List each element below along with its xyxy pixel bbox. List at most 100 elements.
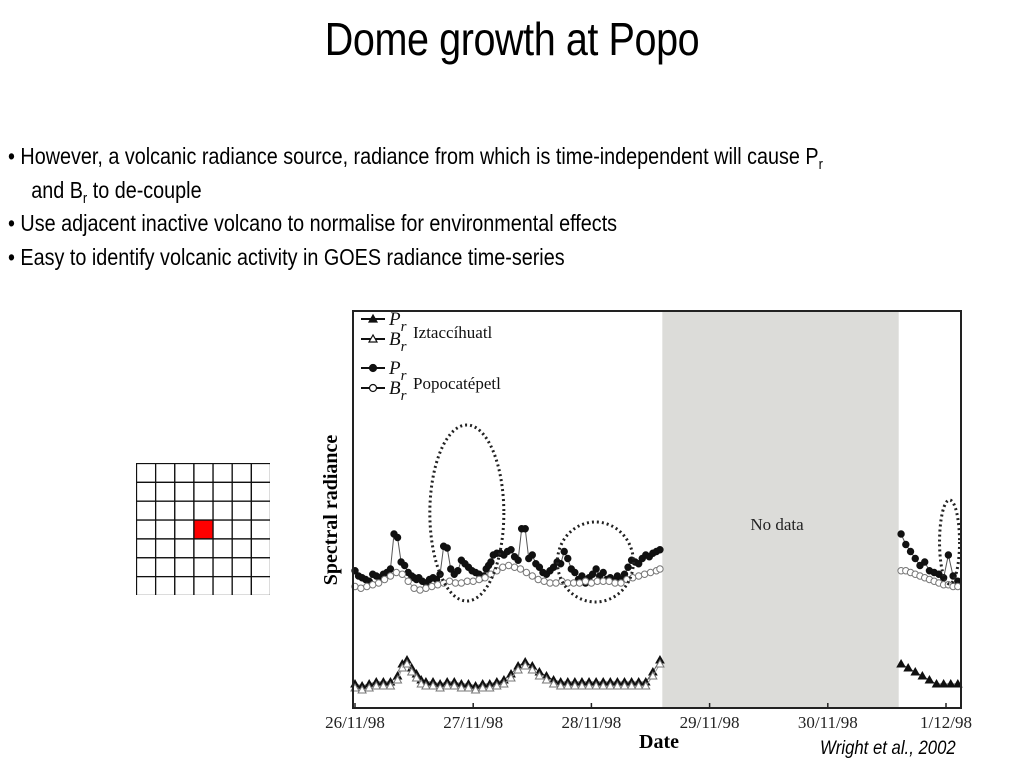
data-point <box>456 682 467 692</box>
no-data-region <box>662 312 899 707</box>
data-point <box>469 577 477 585</box>
data-point <box>540 577 548 585</box>
data-point <box>410 584 418 592</box>
data-point <box>442 680 453 690</box>
data-point <box>617 579 625 587</box>
data-point <box>605 680 616 690</box>
data-point <box>380 575 389 584</box>
data-point <box>506 672 516 682</box>
bullet-text: to de-couple <box>87 176 202 203</box>
data-point <box>624 563 632 571</box>
bullet-list: • However, a volcanic radiance source, r… <box>8 140 877 274</box>
series-iztacc-huatl-after-gap <box>896 658 963 688</box>
legend-group-name: Iztaccíhuatl <box>413 323 493 342</box>
data-point <box>443 544 451 552</box>
data-point <box>477 682 488 692</box>
data-point <box>357 684 367 694</box>
data-point <box>906 547 915 556</box>
data-point <box>910 666 921 676</box>
data-point <box>434 581 442 589</box>
data-point <box>374 579 383 587</box>
data-point <box>507 546 515 554</box>
data-point <box>535 563 544 571</box>
data-point <box>411 672 422 682</box>
data-point <box>549 563 558 571</box>
legend-subscript: r <box>401 368 407 384</box>
data-point <box>416 586 424 594</box>
data-point <box>404 577 412 585</box>
data-point <box>952 678 963 688</box>
data-point <box>587 579 596 587</box>
data-point <box>924 674 935 684</box>
data-point <box>648 670 658 680</box>
data-point <box>599 568 607 577</box>
dotted-ellipse-annotation <box>938 498 962 586</box>
data-point <box>534 575 542 584</box>
data-point <box>449 680 460 690</box>
x-tick-label: 26/11/98 <box>325 713 385 732</box>
data-point <box>392 568 401 577</box>
legend-group-name: Popocatépetl <box>413 374 501 393</box>
legend-subscript: r <box>401 319 407 335</box>
data-point <box>521 525 529 533</box>
bullet-item-1: • However, a volcanic radiance source, r… <box>8 140 877 174</box>
data-point <box>541 674 552 684</box>
data-point <box>896 658 906 668</box>
data-point <box>577 680 587 690</box>
series-iztacc-huatl-br <box>350 658 665 694</box>
series-popocat-petl-br <box>351 561 664 594</box>
data-point <box>393 533 402 542</box>
data-point <box>640 680 651 690</box>
bullet-text: However, a volcanic radiance source, rad… <box>20 143 819 169</box>
data-point <box>897 530 905 538</box>
x-tick-label: 30/11/98 <box>798 713 858 732</box>
bullet-text: and B <box>31 176 83 203</box>
data-point <box>371 680 382 690</box>
data-point <box>569 680 580 690</box>
data-point <box>612 680 623 690</box>
data-point <box>504 561 513 570</box>
data-point <box>633 680 644 690</box>
data-point <box>400 561 409 570</box>
data-point <box>555 680 566 690</box>
data-point <box>655 658 665 668</box>
data-point <box>522 568 531 577</box>
y-axis-label: Spectral radiance <box>320 435 342 586</box>
data-point <box>605 577 613 585</box>
data-point <box>416 678 427 688</box>
data-point <box>945 678 956 688</box>
data-point <box>560 547 568 556</box>
x-tick-label: 28/11/98 <box>561 713 621 732</box>
data-point <box>575 579 584 587</box>
data-point <box>931 678 942 688</box>
no-data-label: No data <box>750 515 804 534</box>
data-point <box>402 658 412 668</box>
bullet-char: • <box>8 143 15 169</box>
legend-marker <box>368 383 378 393</box>
data-point <box>598 680 609 690</box>
data-point <box>634 560 643 568</box>
subscript: r <box>82 189 88 207</box>
annotation-layer <box>428 423 962 604</box>
data-point <box>656 565 664 573</box>
data-point <box>578 572 586 580</box>
data-point <box>487 558 495 566</box>
data-point <box>470 684 481 694</box>
dotted-ellipse-annotation <box>428 423 506 603</box>
data-point <box>548 678 559 688</box>
data-point <box>363 582 371 591</box>
data-point <box>385 680 396 690</box>
data-point <box>588 570 597 578</box>
data-point <box>484 682 495 692</box>
data-point <box>499 563 507 571</box>
pixel-grid-diagram <box>136 463 270 595</box>
data-point <box>463 682 474 692</box>
data-point <box>364 682 375 692</box>
data-point <box>421 680 431 690</box>
legend-subscript: r <box>401 339 407 355</box>
data-point <box>911 554 919 563</box>
data-point <box>562 680 573 690</box>
data-point <box>386 572 395 580</box>
data-point <box>454 567 462 575</box>
